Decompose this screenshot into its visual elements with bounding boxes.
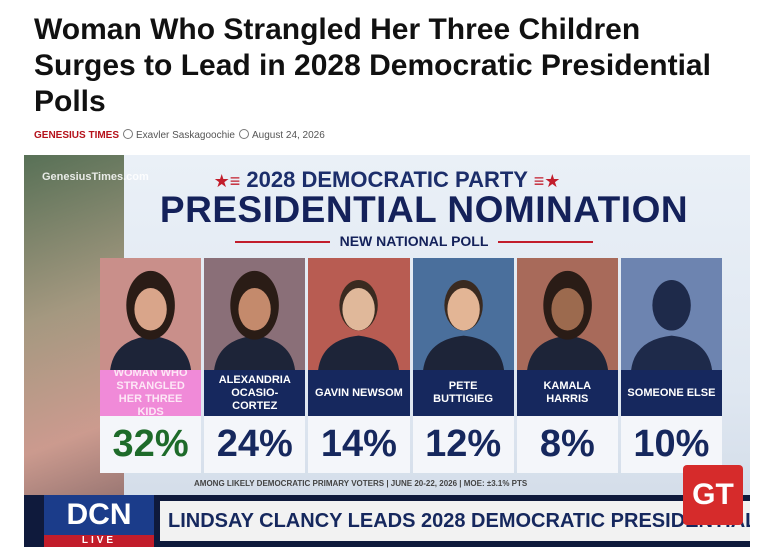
candidate-percentage: 8% bbox=[516, 416, 618, 473]
date-icon bbox=[238, 129, 249, 139]
candidate-photo bbox=[204, 258, 306, 370]
face bbox=[551, 288, 584, 331]
candidate-card: KAMALA HARRIS 8% bbox=[516, 258, 618, 473]
portrait bbox=[630, 279, 712, 370]
candidate-percentage: 24% bbox=[204, 416, 306, 473]
article-image: GenesiusTimes.com ★≡ 2028 DEMOCRATIC PAR… bbox=[24, 155, 750, 547]
ticker-text: LINDSAY CLANCY LEADS 2028 DEMOCRATIC PRE… bbox=[160, 501, 750, 541]
source[interactable]: GENESIUS TIMES bbox=[34, 130, 120, 141]
candidate-name: WOMAN WHO STRANGLED HER THREE KIDS bbox=[100, 367, 202, 418]
candidate-photo bbox=[412, 258, 514, 370]
portrait bbox=[214, 270, 296, 370]
face bbox=[342, 288, 376, 331]
candidate-name: SOMEONE ELSE bbox=[620, 370, 723, 416]
candidate-card: GAVIN NEWSOM 14% bbox=[308, 258, 410, 473]
live-badge: LIVE bbox=[44, 535, 154, 547]
candidate-percentage: 14% bbox=[308, 416, 410, 473]
face bbox=[134, 288, 167, 331]
candidate-photo bbox=[620, 258, 723, 370]
author-icon bbox=[123, 129, 134, 139]
face bbox=[446, 288, 480, 331]
candidate-card: PETE BUTTIGIEG 12% bbox=[412, 258, 514, 473]
site-logo: GT bbox=[683, 465, 743, 525]
candidate-percentage: 12% bbox=[412, 416, 514, 473]
kicker: ★≡ 2028 DEMOCRATIC PARTY ≡★ bbox=[213, 167, 561, 192]
kicker-text: 2028 DEMOCRATIC PARTY bbox=[246, 167, 528, 192]
portrait bbox=[318, 279, 400, 370]
portrait bbox=[422, 279, 504, 370]
portrait bbox=[110, 270, 192, 370]
watermark: GenesiusTimes.com bbox=[42, 171, 149, 183]
candidate-name: ALEXANDRIA OCASIO-CORTEZ bbox=[204, 370, 306, 416]
candidate-cards: WOMAN WHO STRANGLED HER THREE KIDS 32% ALE… bbox=[100, 258, 723, 473]
shoulders bbox=[630, 335, 712, 370]
network-logo: DCN bbox=[44, 495, 154, 535]
shoulders bbox=[526, 335, 608, 370]
candidate-name: PETE BUTTIGIEG bbox=[412, 370, 514, 416]
headline: Woman Who Strangled Her Three Children S… bbox=[34, 13, 711, 118]
byline: GENESIUS TIMES Exavler Saskagoochie August… bbox=[34, 129, 325, 141]
graphic-title: PRESIDENTIAL NOMINATION bbox=[159, 189, 689, 230]
date: August 24, 2026 bbox=[251, 130, 325, 141]
footnote: AMONG LIKELY DEMOCRATIC PRIMARY VOTERS |… bbox=[194, 479, 528, 488]
graphic-subtitle: NEW NATIONAL POLL bbox=[184, 233, 644, 249]
face bbox=[238, 288, 271, 331]
news-ticker-bar: DCN LIVE LINDSAY CLANCY LEADS 2028 DEMOC… bbox=[24, 495, 750, 547]
candidate-name: GAVIN NEWSOM bbox=[308, 370, 410, 416]
subtitle-text: NEW NATIONAL POLL bbox=[339, 233, 489, 249]
candidate-name: KAMALA HARRIS bbox=[516, 370, 618, 416]
candidate-percentage: 10% bbox=[620, 416, 723, 473]
candidate-photo bbox=[308, 258, 410, 370]
shoulders bbox=[422, 335, 504, 370]
author[interactable]: Exavler Saskagoochie bbox=[136, 130, 235, 141]
candidate-photo bbox=[100, 258, 202, 370]
candidate-card: SOMEONE ELSE 10% bbox=[620, 258, 723, 473]
shoulders bbox=[318, 335, 400, 370]
candidate-photo bbox=[516, 258, 618, 370]
candidate-card: WOMAN WHO STRANGLED HER THREE KIDS 32% bbox=[100, 258, 202, 473]
candidate-percentage: 32% bbox=[100, 416, 202, 473]
candidate-card: ALEXANDRIA OCASIO-CORTEZ 24% bbox=[204, 258, 306, 473]
portrait bbox=[526, 270, 608, 370]
face bbox=[655, 288, 688, 331]
shoulders bbox=[214, 335, 296, 370]
shoulders bbox=[110, 335, 192, 370]
